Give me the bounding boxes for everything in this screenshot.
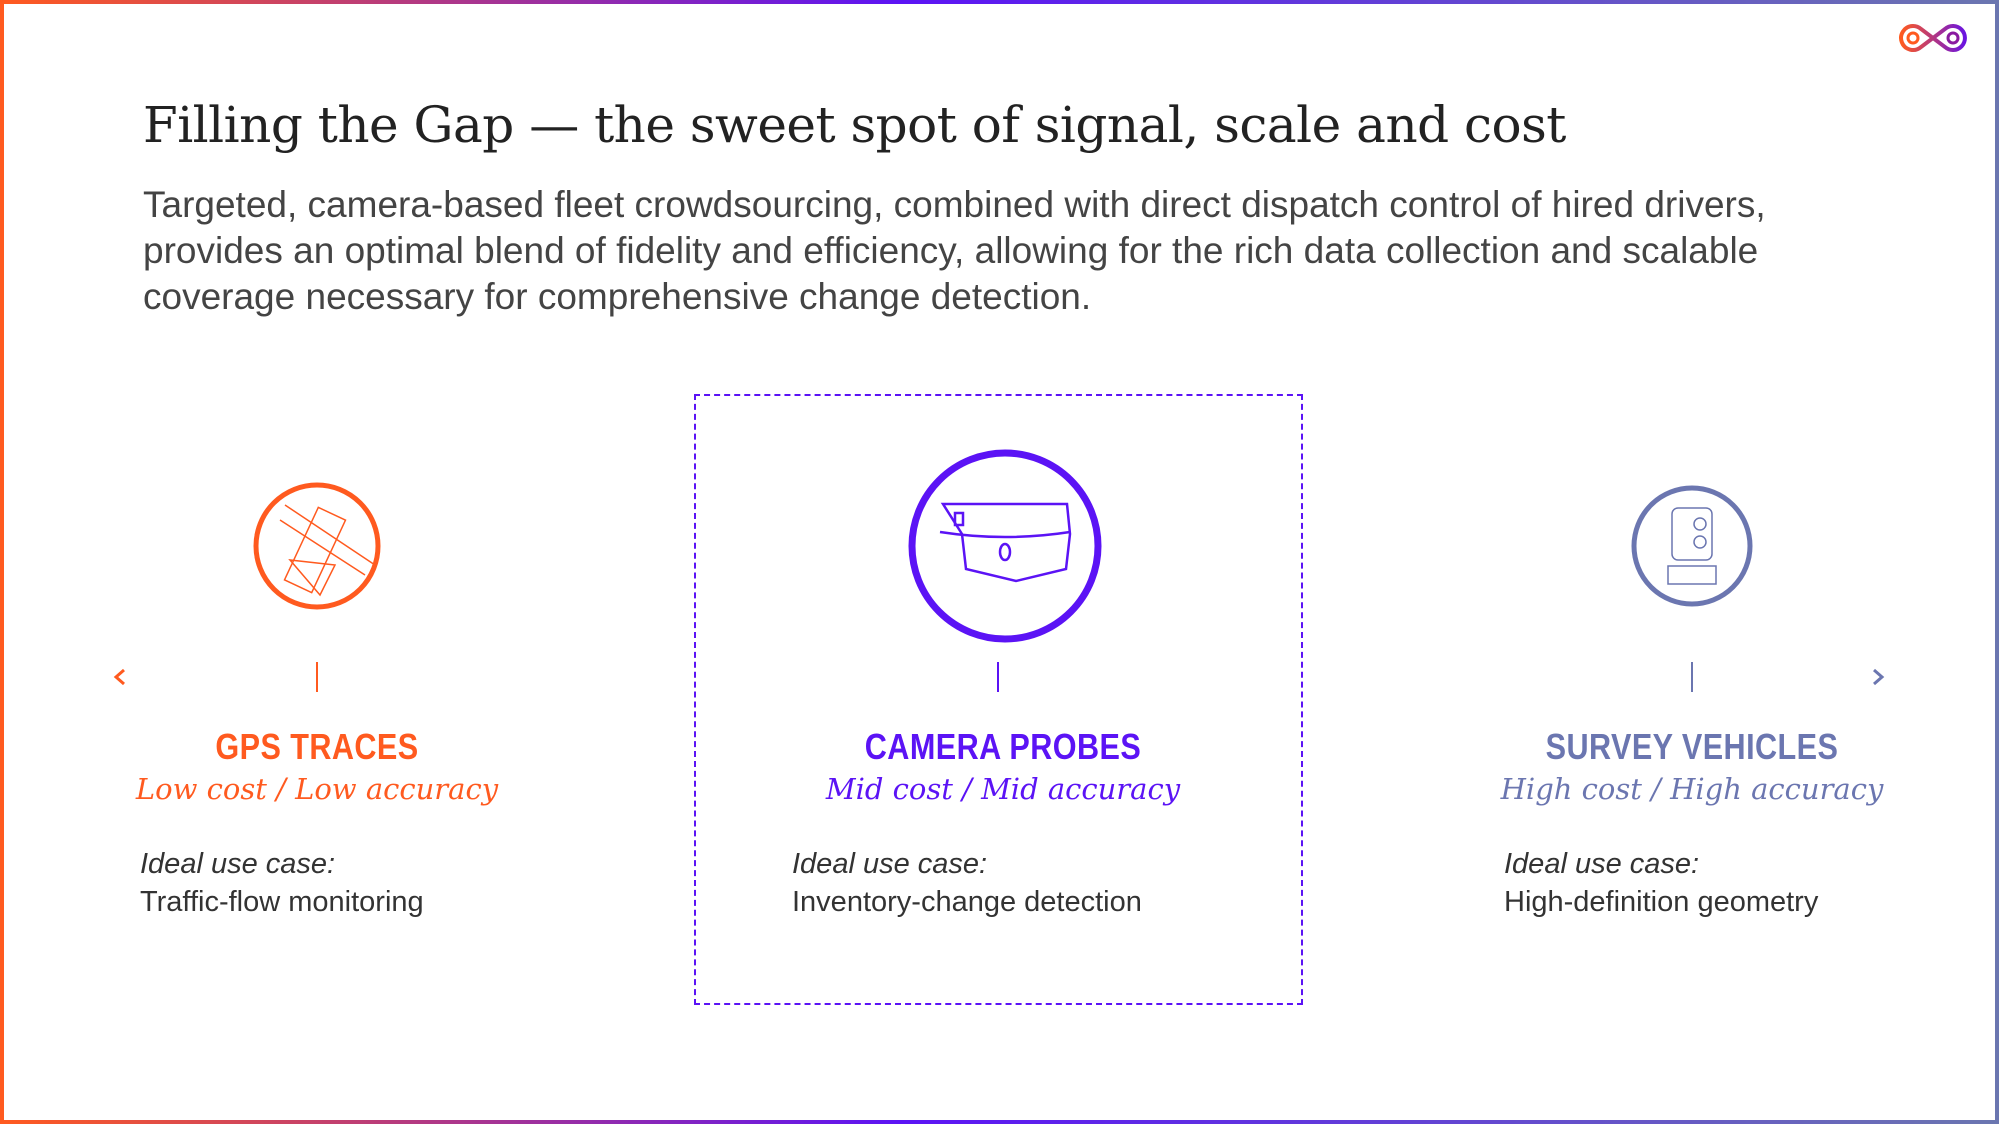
survey-sensor-icon: [1631, 485, 1753, 607]
option-tagline: High cost / High accuracy: [1500, 772, 1884, 806]
use-case-label: Ideal use case:: [1504, 848, 1700, 880]
option-name: GPS TRACES: [215, 726, 419, 767]
use-case-camera: Ideal use case: Inventory-change detecti…: [792, 845, 1142, 921]
use-case-gps: Ideal use case: Traffic-flow monitoring: [140, 845, 424, 921]
use-case-value: Traffic-flow monitoring: [140, 886, 424, 918]
option-name: SURVEY VEHICLES: [1545, 726, 1839, 767]
option-tagline: Mid cost / Mid accuracy: [825, 772, 1181, 806]
option-gps: GPS TRACES Low cost / Low accuracy: [17, 726, 617, 806]
use-case-label: Ideal use case:: [140, 848, 336, 880]
option-camera: CAMERA PROBES Mid cost / Mid accuracy: [703, 726, 1303, 806]
use-case-survey: Ideal use case: High-definition geometry: [1504, 845, 1818, 921]
spectrum-axis: [113, 662, 1885, 692]
option-tagline: Low cost / Low accuracy: [135, 772, 499, 806]
infinity-logo-icon: [1899, 23, 1967, 52]
option-survey: SURVEY VEHICLES High cost / High accurac…: [1392, 726, 1992, 806]
use-case-value: Inventory-change detection: [792, 886, 1142, 918]
phone-mount-icon: [253, 482, 381, 610]
use-case-value: High-definition geometry: [1504, 886, 1819, 918]
dashcam-windshield-icon: [908, 449, 1102, 643]
use-case-label: Ideal use case:: [792, 848, 988, 880]
highlight-box: [694, 394, 1303, 1005]
description: Targeted, camera-based fleet crowdsourci…: [143, 184, 1766, 317]
page-title: Filling the Gap — the sweet spot of sign…: [143, 96, 1566, 154]
option-name: CAMERA PROBES: [864, 726, 1142, 767]
